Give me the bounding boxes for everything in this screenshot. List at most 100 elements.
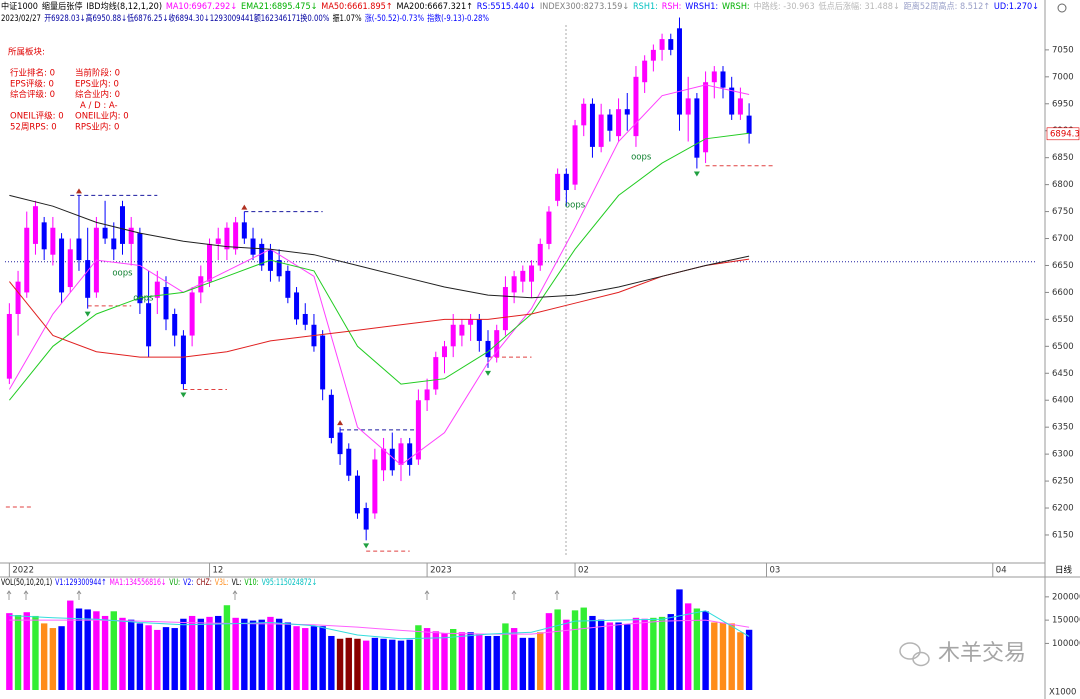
x-tick-label: 2023 [430,566,452,576]
settings-icon[interactable] [1057,3,1067,13]
candle-body [76,238,82,261]
candle-body [250,238,256,255]
candle-body [389,448,395,471]
volume-bar [362,640,370,690]
header-segment: UD:1.270↓ [994,2,1039,12]
y-tick-label: 6650 [1052,261,1074,271]
y-tick-label: 150000 [1052,616,1080,626]
volume-bar [14,615,22,690]
candle-body [50,227,56,255]
pivot-high-marker [241,204,248,210]
candle-body [111,238,117,250]
header-segment: MA1:134556816↓ [109,578,166,588]
volume-bar [441,633,448,690]
header-segment: WRSH1: [685,2,718,12]
volume-bar [310,626,318,690]
candle-body [102,227,108,239]
volume-bar [232,617,239,690]
candle-body [685,98,691,115]
candle-body [119,206,125,244]
signal-arrow [23,590,29,600]
panel-item: A / D : A- [80,101,118,111]
y-tick-label: 6400 [1052,396,1074,406]
volume-bar [519,637,527,690]
candle-body [146,303,152,347]
candle-body [407,443,413,465]
volume-bar [606,622,614,690]
volume-bar [528,637,535,690]
volume-bar [145,625,152,690]
volume-bar [467,632,474,690]
candle-body [737,98,743,115]
pivot-low-marker [693,171,700,177]
candle-body [6,313,12,379]
volume-bar [737,632,744,690]
volume-bar [258,619,265,690]
header-segment: 涨(-50.52)-0.73% [365,13,424,24]
average-line [9,132,750,401]
candle-body [676,28,682,115]
header-segment: INDEX300:8273.159↓ [540,2,629,12]
x-tick-label: 03 [770,566,781,576]
candle-body [215,238,221,244]
volume-bar [684,603,692,690]
x-tick-label: 04 [996,566,1007,576]
volume-bar [589,615,596,690]
last-price-label: 6894.3 [1050,129,1080,139]
candle-body [32,206,38,244]
volume-bar [641,618,648,690]
candle-body [598,114,604,147]
header-segment: VU: [169,578,180,588]
header-segment: V3L: [215,578,229,588]
candle-body [363,508,369,530]
volume-bar [67,600,74,690]
signal-arrow [554,590,560,600]
candle-body [746,115,752,134]
watermark: 木羊交易 [938,641,1026,666]
header-segment: VOL(50,10,20,1) [1,578,52,588]
panel-item: ONEIL业内: 0 [75,111,129,122]
candle-body [589,103,595,147]
header-segment: EMA21:6895.475↓ [241,2,317,12]
candle-body [346,448,352,476]
candle-body [424,389,430,401]
volume-bar [136,623,144,690]
volume-bar [171,628,178,690]
volume-bar [215,615,222,690]
average-line [8,84,750,466]
y-tick-label: 6600 [1052,288,1074,298]
header-segment: MA200:6667.321↑ [396,2,472,12]
volume-bar [502,623,509,690]
candle-body [572,125,578,185]
y-tick-label: 7050 [1052,45,1074,55]
volume-bar [458,632,466,690]
candle-body [189,292,195,336]
candle-body [41,222,47,250]
header-segment: CHZ: [196,578,211,588]
candle-body [328,394,334,438]
y-tick-label: 6850 [1052,153,1074,163]
y-tick-label: 6450 [1052,369,1074,379]
volume-bar [275,618,283,690]
last-price-box [1046,127,1080,141]
header-segment: IBD均线(8,12,1,20) [86,1,162,12]
candle-body [720,71,726,88]
candle-body [450,324,456,347]
candle-body [172,313,178,336]
candle-body [711,71,717,83]
header-segment: V10: [244,578,258,588]
volume-bar [336,638,344,690]
volume-header: VOL(50,10,20,1)V1:129300944↑MA1:13455681… [1,578,317,588]
volume-bar [354,638,361,690]
volume-bar [32,615,39,690]
candle-body [520,270,526,282]
candle-body [154,281,160,298]
panel-item: EPS业内: 0 [75,78,119,89]
volume-bar [423,628,431,690]
volume-bar [206,616,213,690]
candle-body [372,459,378,514]
volume-bar [493,635,500,690]
y-tick-label: 6800 [1052,180,1074,190]
candle-body [476,319,482,341]
volume-bar [110,611,117,690]
